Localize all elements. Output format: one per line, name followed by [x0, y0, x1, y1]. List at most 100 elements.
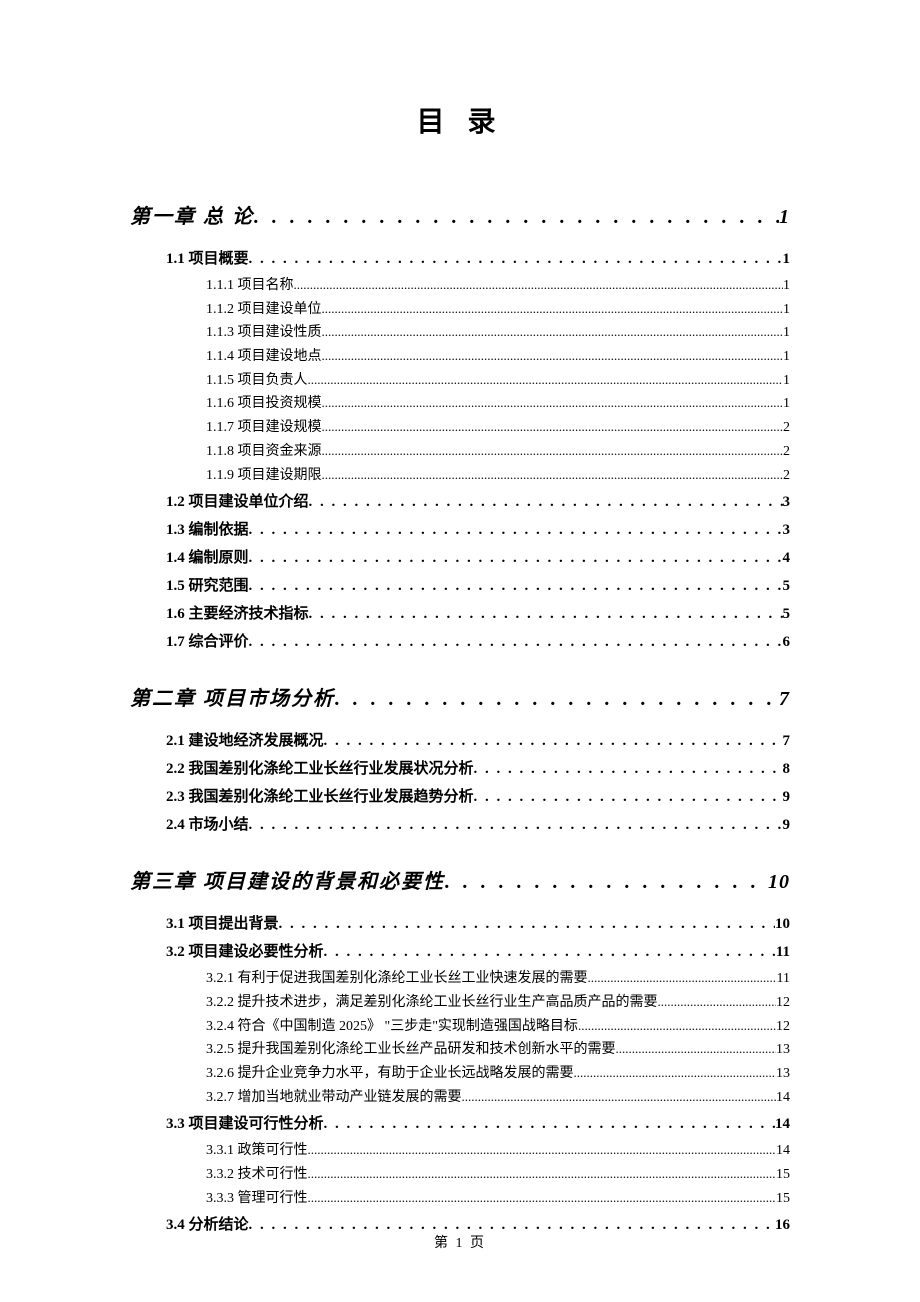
- toc-entry-page: 15: [776, 1188, 790, 1210]
- toc-entry: 1.1.4 项目建设地点 1: [206, 346, 790, 368]
- toc-leader-dots: [335, 688, 779, 711]
- toc-entry-page: 3: [783, 518, 791, 542]
- toc-entry-page: 1: [783, 393, 790, 415]
- toc-entry: 3.2.5 提升我国差别化涤纶工业长丝产品研发和技术创新水平的需要 13: [206, 1039, 790, 1061]
- toc-entry-page: 13: [776, 1039, 790, 1061]
- toc-entry-label: 3.2.6 提升企业竞争力水平，有助于企业长远战略发展的需要: [206, 1063, 574, 1085]
- toc-entry-label: 1.1.7 项目建设规模: [206, 417, 322, 439]
- toc-entry-page: 2: [783, 441, 790, 463]
- toc-entry-page: 3: [783, 490, 791, 514]
- toc-leader-dots: [308, 1140, 777, 1160]
- toc-leader-dots: [249, 518, 783, 542]
- toc-leader-dots: [324, 729, 783, 753]
- toc-entry-page: 1: [783, 275, 790, 297]
- document-page: 目 录 第一章 总 论11.1 项目概要11.1.1 项目名称11.1.2 项目…: [0, 0, 920, 1302]
- toc-entry: 3.2.7 增加当地就业带动产业链发展的需要14: [206, 1087, 790, 1109]
- toc-entry-label: 3.2 项目建设必要性分析: [166, 940, 324, 964]
- toc-leader-dots: [616, 1039, 777, 1059]
- toc-leader-dots: [462, 1087, 777, 1107]
- toc-entry-label: 3.3.3 管理可行性: [206, 1188, 308, 1210]
- toc-entry: 3.2.1 有利于促进我国差别化涤纶工业长丝工业快速发展的需要11: [206, 968, 790, 990]
- page-footer: 第 1 页: [0, 1232, 920, 1252]
- toc-leader-dots: [658, 992, 777, 1012]
- toc-leader-dots: [324, 1112, 775, 1136]
- toc-entry: 1.7 综合评价 6: [166, 630, 790, 654]
- toc-container: 第一章 总 论11.1 项目概要11.1.1 项目名称11.1.2 项目建设单位…: [130, 200, 790, 1237]
- toc-leader-dots: [294, 275, 784, 295]
- toc-entry-page: 1: [783, 346, 790, 368]
- toc-entry-page: 14: [775, 1112, 790, 1136]
- toc-leader-dots: [308, 1164, 777, 1184]
- toc-leader-dots: [445, 871, 768, 894]
- toc-leader-dots: [249, 247, 783, 271]
- toc-leader-dots: [308, 370, 784, 390]
- toc-title: 目 录: [130, 100, 790, 140]
- toc-entry-label: 3.3.2 技术可行性: [206, 1164, 308, 1186]
- toc-entry-label: 第一章 总 论: [130, 200, 254, 229]
- toc-entry-label: 3.2.5 提升我国差别化涤纶工业长丝产品研发和技术创新水平的需要: [206, 1039, 616, 1061]
- toc-entry: 3.2.4 符合《中国制造 2025》 "三步走"实现制造强国战略目标12: [206, 1016, 790, 1038]
- toc-entry-page: 11: [776, 940, 790, 964]
- toc-entry-page: 10: [768, 871, 790, 894]
- toc-entry: 3.3.1 政策可行性 14: [206, 1140, 790, 1162]
- toc-entry: 3.3 项目建设可行性分析 14: [166, 1112, 790, 1136]
- toc-entry-page: 6: [783, 630, 791, 654]
- toc-entry-page: 9: [783, 813, 791, 837]
- toc-entry: 第一章 总 论1: [130, 200, 790, 229]
- toc-entry-label: 3.2.2 提升技术进步，满足差别化涤纶工业长丝行业生产高品质产品的需要: [206, 992, 658, 1014]
- toc-entry-page: 9: [783, 785, 791, 809]
- toc-entry-label: 2.1 建设地经济发展概况: [166, 729, 324, 753]
- toc-entry-page: 2: [783, 465, 790, 487]
- toc-entry-label: 2.2 我国差别化涤纶工业长丝行业发展状况分析: [166, 757, 474, 781]
- toc-entry-page: 13: [776, 1063, 790, 1085]
- toc-entry-page: 1: [783, 299, 790, 321]
- toc-entry: 3.3.3 管理可行性 15: [206, 1188, 790, 1210]
- toc-leader-dots: [588, 968, 777, 988]
- toc-entry-label: 3.3 项目建设可行性分析: [166, 1112, 324, 1136]
- toc-leader-dots: [322, 441, 784, 461]
- toc-entry-label: 1.1.9 项目建设期限: [206, 465, 322, 487]
- toc-leader-dots: [249, 630, 783, 654]
- toc-entry-label: 3.2.4 符合《中国制造 2025》 "三步走"实现制造强国战略目标: [206, 1016, 578, 1038]
- toc-entry: 2.4 市场小结9: [166, 813, 790, 837]
- toc-entry-label: 1.1.4 项目建设地点: [206, 346, 322, 368]
- toc-leader-dots: [308, 1188, 777, 1208]
- toc-leader-dots: [322, 417, 784, 437]
- toc-leader-dots: [474, 785, 783, 809]
- toc-entry-label: 1.7 综合评价: [166, 630, 249, 654]
- toc-entry-page: 7: [783, 729, 791, 753]
- toc-entry-label: 1.1 项目概要: [166, 247, 249, 271]
- toc-leader-dots: [249, 813, 783, 837]
- toc-entry: 1.1.3 项目建设性质1: [206, 322, 790, 344]
- toc-entry-label: 1.3 编制依据: [166, 518, 249, 542]
- toc-entry: 1.1.1 项目名称1: [206, 275, 790, 297]
- toc-entry: 3.3.2 技术可行性 15: [206, 1164, 790, 1186]
- toc-entry: 1.1.8 项目资金来源 2: [206, 441, 790, 463]
- toc-entry-page: 4: [783, 546, 791, 570]
- toc-entry-page: 2: [783, 417, 790, 439]
- toc-entry: 2.2 我国差别化涤纶工业长丝行业发展状况分析8: [166, 757, 790, 781]
- toc-leader-dots: [249, 546, 783, 570]
- toc-leader-dots: [322, 346, 784, 366]
- toc-entry-label: 1.1.2 项目建设单位: [206, 299, 322, 321]
- toc-leader-dots: [254, 206, 779, 229]
- toc-entry-page: 14: [776, 1140, 790, 1162]
- toc-entry: 3.2.6 提升企业竞争力水平，有助于企业长远战略发展的需要 13: [206, 1063, 790, 1085]
- toc-entry-label: 第三章 项目建设的背景和必要性: [130, 865, 445, 894]
- toc-entry-page: 15: [776, 1164, 790, 1186]
- toc-entry-label: 第二章 项目市场分析: [130, 682, 335, 711]
- toc-entry-label: 1.2 项目建设单位介绍: [166, 490, 309, 514]
- toc-entry-label: 2.3 我国差别化涤纶工业长丝行业发展趋势分析: [166, 785, 474, 809]
- toc-entry-label: 1.5 研究范围: [166, 574, 249, 598]
- toc-entry: 1.1.6 项目投资规模1: [206, 393, 790, 415]
- toc-leader-dots: [324, 940, 776, 964]
- toc-entry: 3.2 项目建设必要性分析 11: [166, 940, 790, 964]
- toc-entry-page: 1: [783, 322, 790, 344]
- toc-entry-page: 1: [783, 247, 791, 271]
- toc-leader-dots: [249, 574, 783, 598]
- toc-entry-label: 1.1.8 项目资金来源: [206, 441, 322, 463]
- toc-entry-label: 3.3.1 政策可行性: [206, 1140, 308, 1162]
- toc-entry: 2.1 建设地经济发展概况 7: [166, 729, 790, 753]
- toc-entry-label: 1.4 编制原则: [166, 546, 249, 570]
- toc-leader-dots: [322, 322, 784, 342]
